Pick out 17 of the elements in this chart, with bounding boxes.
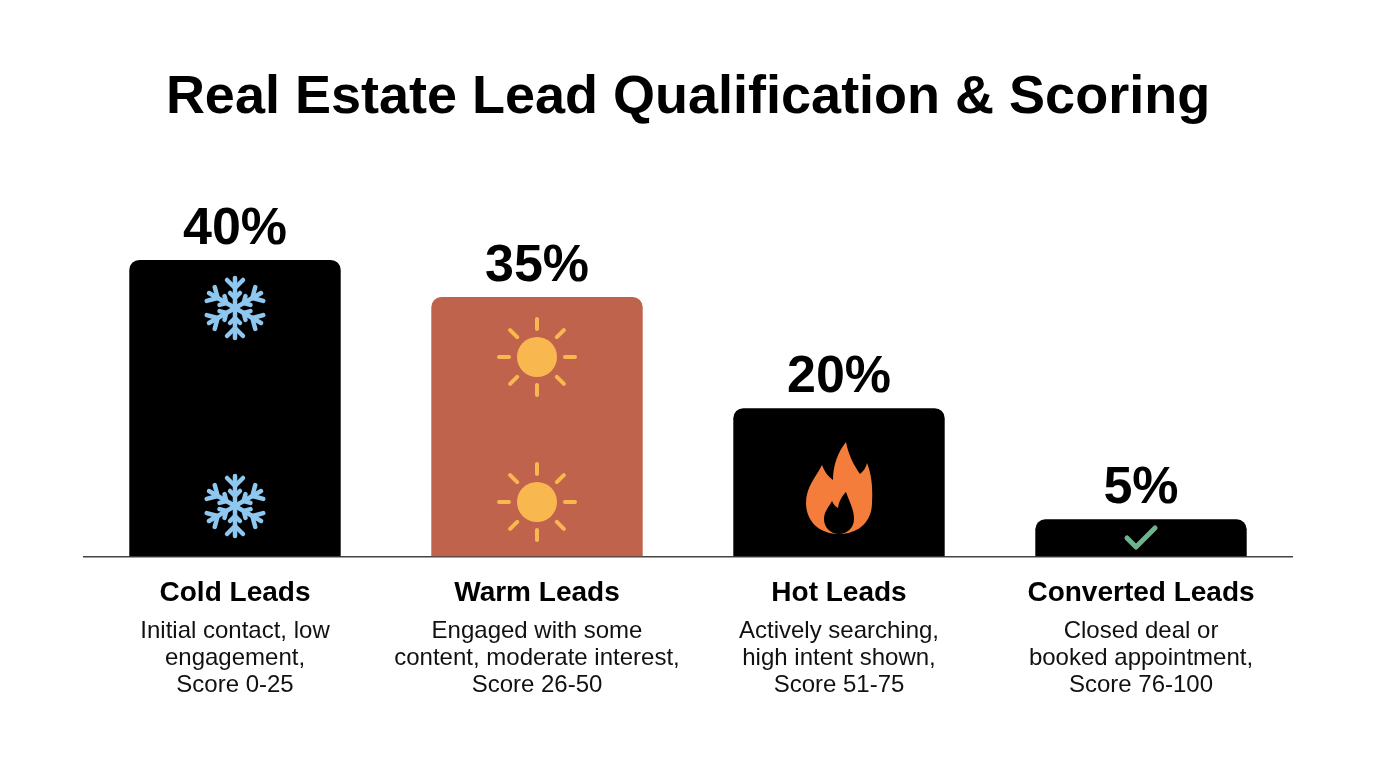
text: Actively searching, high intent shown, Score 51-75 (738, 616, 940, 698)
data-label: 5% (1103, 456, 1179, 515)
data-label: 40% (182, 196, 288, 255)
bar (129, 259, 341, 557)
text: Engaged with some content, moderate interest, Score 26-50 (394, 616, 680, 698)
x-tick-label: Warm Leads (454, 575, 620, 607)
bar (733, 408, 945, 557)
bar (1035, 519, 1247, 557)
bar (431, 296, 643, 557)
data-label: 35% (484, 233, 590, 292)
data-label: 20% (786, 345, 892, 404)
x-tick-label: Hot Leads (771, 575, 907, 607)
text: Initial contact, low engagement, Score 0-25 (140, 616, 331, 698)
x-tick-label: Cold Leads (159, 575, 311, 607)
text: Closed deal or booked appointment, Score 76-100 (1028, 616, 1254, 698)
chart-title: Real Estate Lead Qualification & Scoring (165, 64, 1211, 125)
x-tick-label: Converted Leads (1027, 575, 1255, 607)
